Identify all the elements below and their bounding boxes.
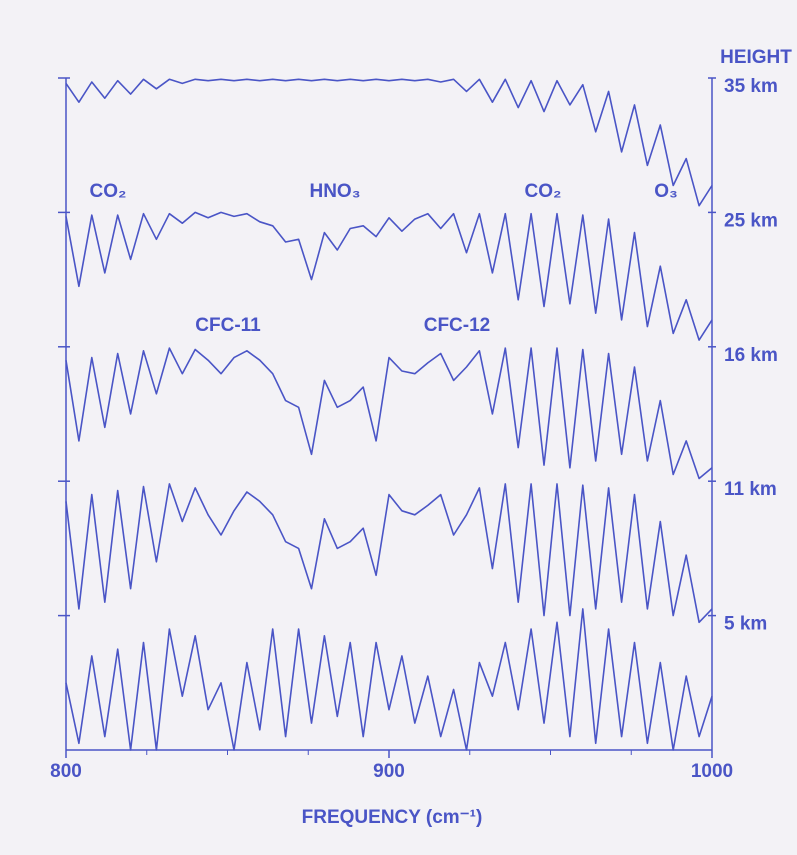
spectrum-line [65, 211, 713, 341]
y-tick-label: 11 km [724, 479, 777, 500]
spectrum-line [65, 483, 713, 624]
y-tick-label: 16 km [724, 345, 778, 366]
spectrum-line [65, 78, 713, 207]
x-tick-label: 1000 [691, 761, 733, 782]
spectrum-line [65, 347, 713, 480]
y-tick-label: 35 km [724, 76, 778, 97]
annotation: CFC-11 [195, 315, 261, 336]
spectrum-line [65, 608, 713, 751]
y-axis-title: HEIGHT [720, 47, 792, 68]
annotation: O₃ [654, 181, 678, 202]
x-tick-label: 900 [373, 761, 405, 782]
annotation: HNO₃ [309, 181, 360, 202]
x-axis-title: FREQUENCY (cm⁻¹) [302, 807, 483, 828]
y-tick-label: 5 km [724, 614, 767, 635]
annotation: CFC-12 [424, 315, 491, 336]
x-tick-label: 800 [50, 761, 82, 782]
annotation: CO₂ [90, 181, 127, 202]
y-tick-label: 25 km [724, 210, 778, 231]
annotation: CO₂ [525, 181, 562, 202]
